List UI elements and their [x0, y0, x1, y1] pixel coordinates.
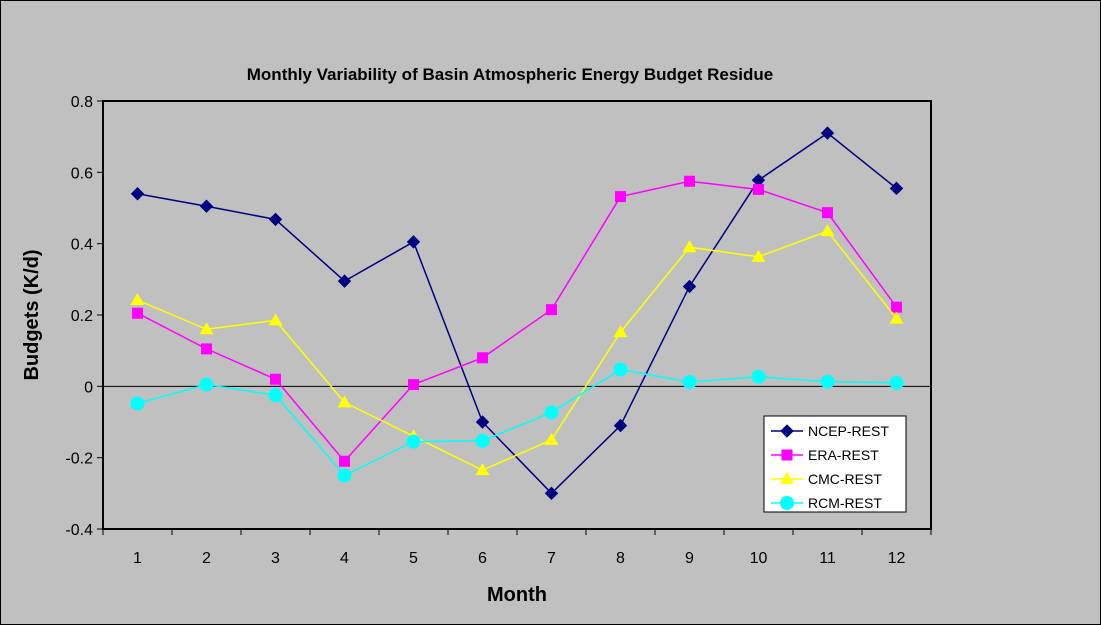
y-tick-label: 0.4 [71, 237, 93, 254]
legend: NCEP-REST ERA-REST CMC-REST RCM-REST [763, 415, 907, 513]
x-tick-label: 5 [409, 550, 418, 567]
data-point-cmc-rest [889, 311, 904, 324]
data-point-rcm-rest [682, 375, 697, 390]
legend-marker-ncep-rest [780, 424, 794, 438]
series-rcm-rest [130, 362, 904, 483]
y-tick-label: 0 [84, 379, 93, 396]
chart-title: Monthly Variability of Basin Atmospheric… [247, 65, 773, 84]
x-tick-label: 2 [202, 550, 211, 567]
data-point-era-rest [201, 343, 212, 355]
data-point-era-rest [684, 175, 695, 187]
y-tick-label: 0.8 [71, 94, 93, 111]
data-point-era-rest [822, 207, 833, 219]
x-tick-label: 8 [616, 550, 625, 567]
data-point-era-rest [615, 191, 626, 203]
x-tick-label: 6 [478, 550, 487, 567]
data-point-cmc-rest [682, 240, 697, 253]
x-tick-label: 11 [819, 550, 836, 567]
series-line-era-rest [137, 180, 898, 463]
legend-label-cmc-rest: CMC-REST [808, 471, 882, 487]
data-point-ncep-rest [406, 235, 421, 249]
x-tick-label: 1 [133, 550, 142, 567]
x-tick-label: 3 [271, 550, 280, 567]
data-point-ncep-rest [682, 279, 697, 294]
legend-label-ncep-rest: NCEP-REST [808, 423, 889, 439]
data-point-rcm-rest [406, 434, 421, 449]
data-point-cmc-rest [268, 313, 283, 326]
series-cmc-rest [130, 224, 904, 476]
series-line-ncep-rest [137, 132, 897, 495]
data-point-cmc-rest [475, 463, 490, 476]
data-point-rcm-rest [199, 377, 214, 392]
series-era-rest [132, 175, 902, 467]
data-point-era-rest [546, 304, 557, 316]
x-axis-label: Month [487, 584, 547, 606]
series-ncep-rest [130, 126, 904, 501]
data-point-era-rest [270, 373, 281, 385]
x-tick-label: 12 [888, 550, 906, 567]
data-point-cmc-rest [337, 395, 352, 408]
data-point-era-rest [477, 352, 488, 364]
data-point-ncep-rest [613, 418, 628, 433]
series-line-rcm-rest [137, 368, 897, 477]
data-point-rcm-rest [130, 396, 145, 411]
data-point-rcm-rest [337, 468, 352, 483]
data-point-rcm-rest [268, 388, 283, 403]
data-point-cmc-rest [751, 249, 766, 262]
data-point-rcm-rest [613, 362, 628, 377]
data-point-era-rest [408, 379, 419, 391]
data-point-ncep-rest [337, 274, 352, 288]
data-point-ncep-rest [268, 212, 283, 227]
data-point-era-rest [132, 307, 143, 319]
data-point-rcm-rest [751, 369, 766, 384]
y-tick-label: -0.2 [65, 451, 93, 468]
data-point-era-rest [339, 455, 350, 467]
y-tick-label: -0.4 [65, 522, 93, 539]
data-point-cmc-rest [199, 322, 214, 335]
legend-label-era-rest: ERA-REST [808, 447, 879, 463]
data-point-ncep-rest [889, 181, 904, 196]
data-point-cmc-rest [820, 224, 835, 237]
legend-marker-cmc-rest [780, 472, 794, 484]
data-point-era-rest [753, 183, 764, 195]
y-axis-label: Budgets (K/d) [21, 249, 43, 380]
x-tick-label: 9 [685, 550, 694, 567]
data-point-ncep-rest [130, 187, 145, 201]
data-point-era-rest [891, 301, 902, 313]
data-point-rcm-rest [544, 405, 559, 420]
data-point-cmc-rest [544, 432, 559, 445]
x-tick-label: 10 [750, 550, 768, 567]
x-tick-label: 4 [340, 550, 349, 567]
data-point-rcm-rest [889, 375, 904, 390]
y-tick-label: 0.6 [71, 165, 93, 182]
data-point-cmc-rest [130, 293, 145, 306]
data-point-ncep-rest [199, 199, 214, 213]
data-point-rcm-rest [475, 433, 490, 448]
data-point-rcm-rest [820, 374, 835, 389]
data-point-ncep-rest [475, 415, 490, 429]
series-line-cmc-rest [137, 230, 898, 471]
data-point-ncep-rest [544, 486, 559, 501]
legend-marker-rcm-rest [780, 496, 794, 510]
legend-label-rcm-rest: RCM-REST [808, 495, 882, 511]
legend-marker-era-rest [781, 449, 793, 461]
x-tick-label: 7 [547, 550, 556, 567]
data-point-ncep-rest [820, 126, 835, 140]
data-point-cmc-rest [613, 325, 628, 338]
y-tick-label: 0.2 [71, 308, 93, 325]
